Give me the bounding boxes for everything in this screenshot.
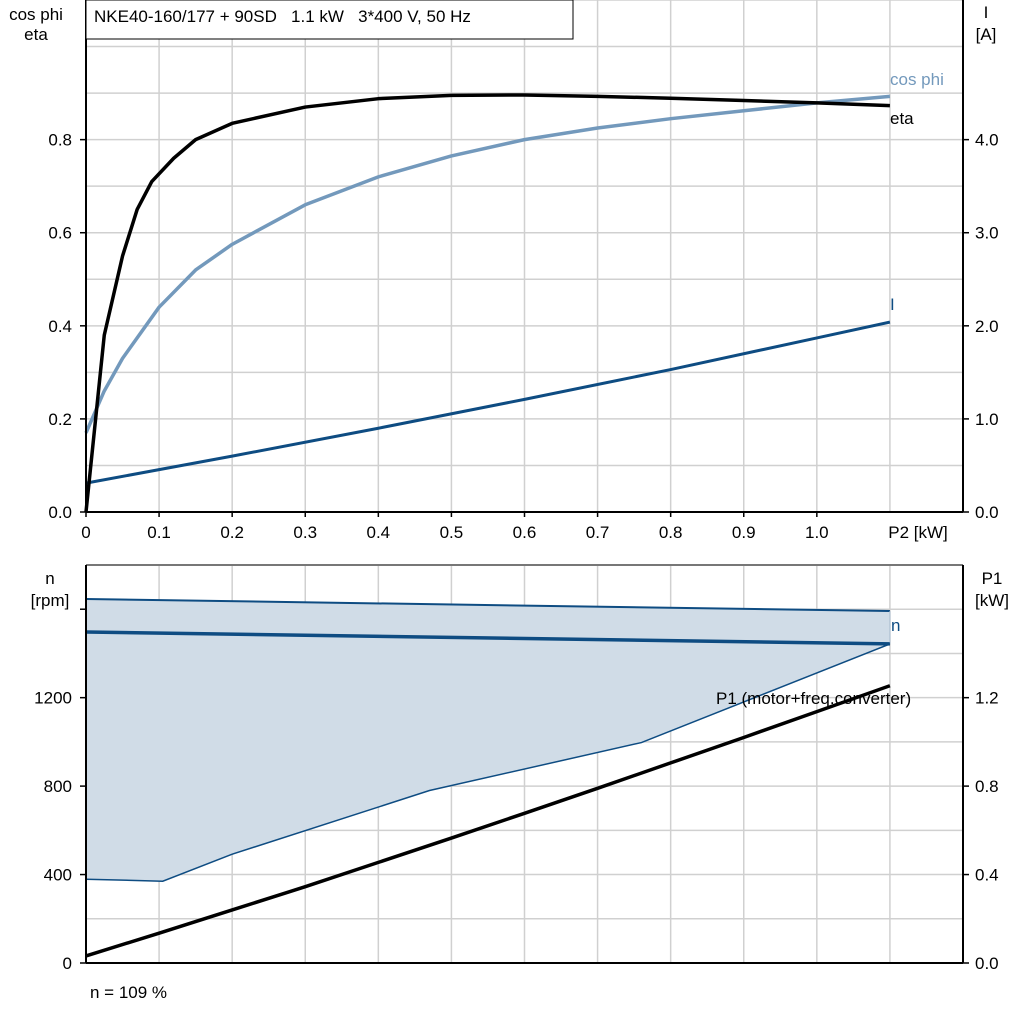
y-left-tick-label: 0.6: [48, 224, 72, 243]
eta-series-label: eta: [890, 109, 914, 128]
x-tick-label: 0.1: [147, 523, 171, 542]
cos-phi-line: [84, 94, 891, 434]
p1-tick-label: 1.2: [975, 689, 999, 708]
x-tick-label: 0.7: [586, 523, 610, 542]
y-right-tick-label: 4.0: [975, 131, 999, 150]
y-right-tick-label: 1.0: [975, 410, 999, 429]
chart-title: NKE40-160/177 + 90SD 1.1 kW 3*400 V, 50 …: [94, 7, 471, 26]
x-tick-label: 0.5: [440, 523, 464, 542]
chart-marks: [84, 93, 891, 958]
n-tick-label: 0: [63, 954, 72, 973]
y-right-tick-label: 2.0: [975, 317, 999, 336]
speed-line: [85, 630, 890, 646]
eta-line: [84, 93, 890, 513]
bottom-right-axis-label-2: [kW]: [975, 591, 1009, 610]
speed-range-lower-line: [85, 643, 891, 882]
y-right-tick-label: 0.0: [975, 503, 999, 522]
current-series-label: I: [890, 295, 895, 314]
speed-range-upper-line: [85, 598, 890, 612]
top-left-axis-label-2: eta: [24, 25, 48, 44]
x-tick-label: 0: [81, 523, 90, 542]
x-tick-label: 1.0: [805, 523, 829, 542]
x-tick-label: 0.4: [367, 523, 391, 542]
y-left-tick-label: 0.8: [48, 131, 72, 150]
n-tick-label: 400: [44, 866, 72, 885]
speed-series-label: n: [891, 616, 900, 635]
y-left-tick-label: 0.4: [48, 317, 72, 336]
x-tick-label: 0.3: [293, 523, 317, 542]
p1-line: [85, 684, 891, 958]
x-tick-label: 0.9: [732, 523, 756, 542]
bottom-left-axis-label-2: [rpm]: [31, 591, 70, 610]
top-left-axis-label-1: cos phi: [9, 5, 63, 24]
p1-tick-label: 0.0: [975, 954, 999, 973]
x-axis-label: P2 [kW]: [888, 523, 948, 542]
y-right-tick-label: 3.0: [975, 224, 999, 243]
x-tick-label: 0.6: [513, 523, 537, 542]
y-left-tick-label: 0.0: [48, 503, 72, 522]
title-box: [85, 0, 574, 40]
top-right-axis-label-1: I: [984, 3, 989, 22]
top-right-axis-label-2: [A]: [976, 25, 997, 44]
top-grid: [86, 0, 963, 512]
p1-tick-label: 0.8: [975, 777, 999, 796]
bottom-left-axis-label-1: n: [45, 569, 54, 588]
y-left-tick-label: 0.2: [48, 410, 72, 429]
p1-series-label: P1 (motor+freq.converter): [716, 689, 911, 708]
axes: 0 0.1 0.2 0.3 0.4 0.5 0.6 0.7 0.8 0.9 1.0 0.0 0.2 0.4…: [34, 0, 999, 973]
speed-percent-footer: n = 109 %: [90, 983, 167, 1002]
speed-range-band: [86, 599, 890, 882]
bottom-right-axis-label-1: P1: [982, 569, 1003, 588]
current-line: [85, 320, 891, 485]
cos-phi-series-label: cos phi: [890, 70, 944, 89]
x-tick-label: 0.8: [659, 523, 683, 542]
n-tick-label: 1200: [34, 689, 72, 708]
n-tick-label: 800: [44, 777, 72, 796]
p1-tick-label: 0.4: [975, 866, 999, 885]
x-tick-label: 0.2: [220, 523, 244, 542]
